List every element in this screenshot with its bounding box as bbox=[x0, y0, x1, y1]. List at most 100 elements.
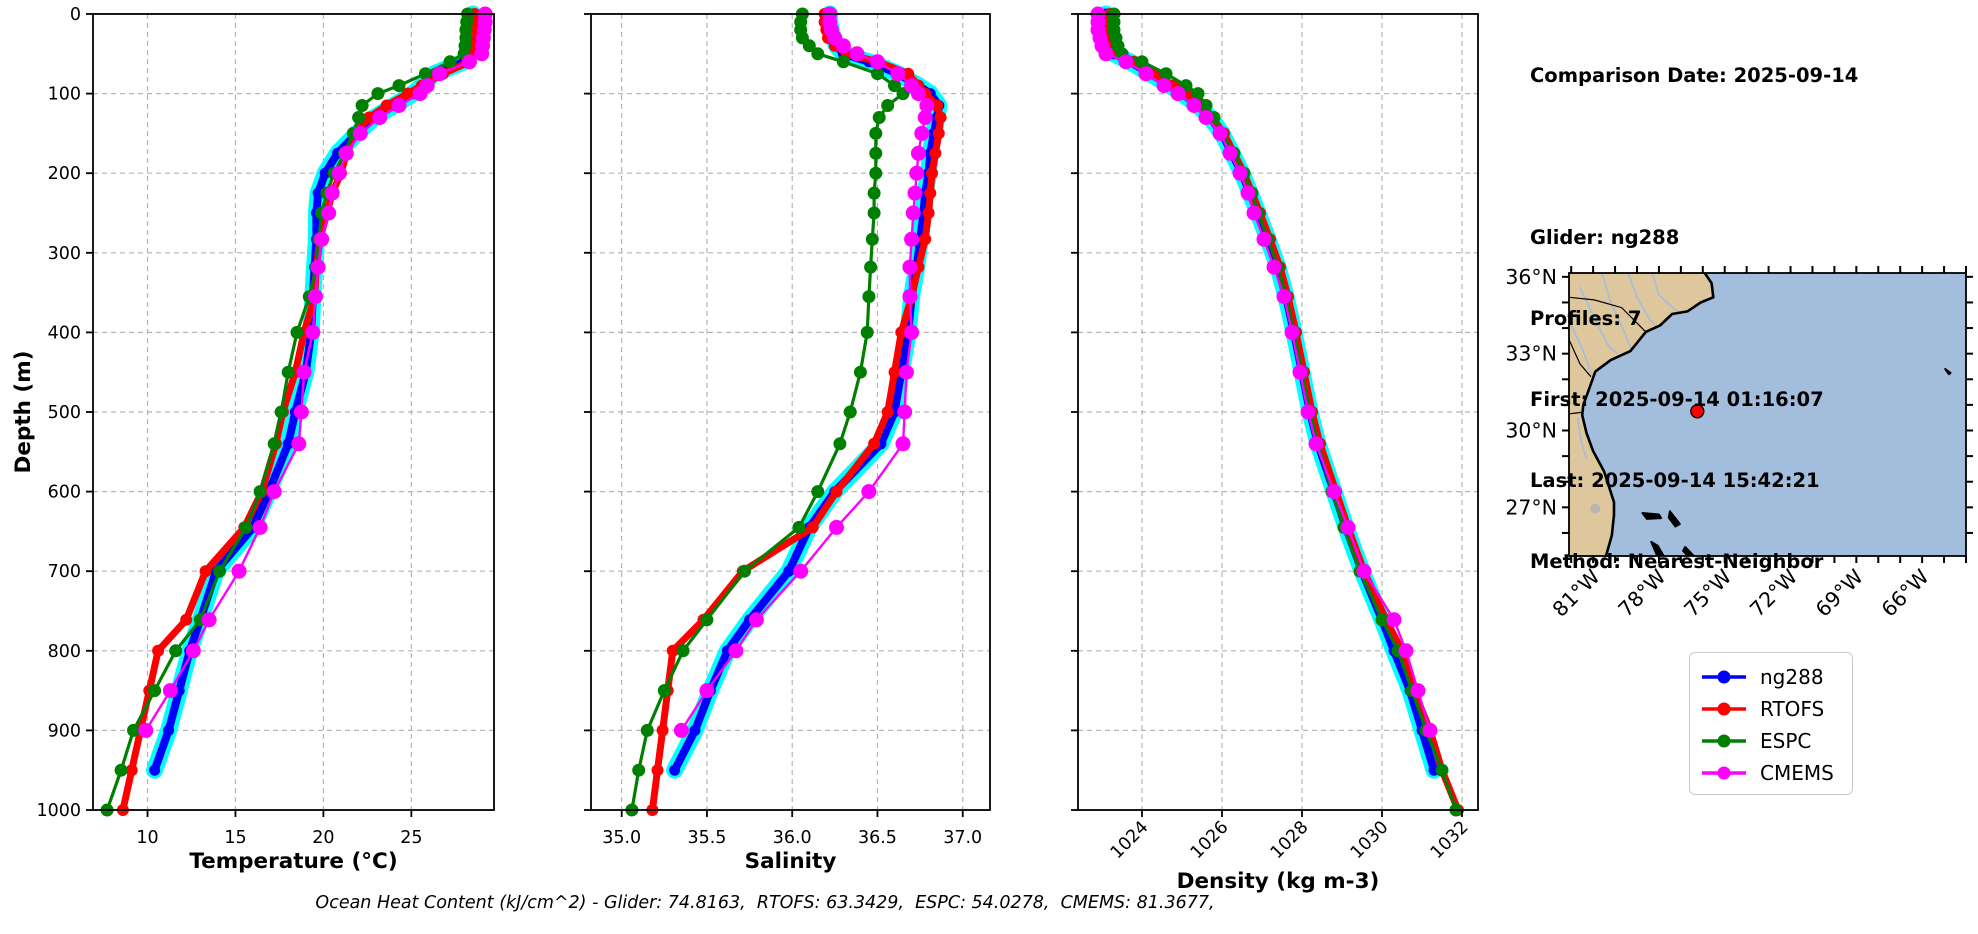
series-rtofs-marker bbox=[125, 764, 138, 777]
x-tick-label: 36.5 bbox=[858, 828, 897, 848]
series-espc-marker bbox=[881, 99, 895, 112]
river-line bbox=[1569, 320, 1593, 376]
x-tick-label: 35.0 bbox=[602, 828, 641, 848]
series-espc-marker bbox=[860, 325, 874, 339]
series-cmems-marker bbox=[902, 259, 918, 275]
series-rtofs-marker bbox=[919, 233, 932, 246]
ocean-heat-content-text: Ocean Heat Content (kJ/cm^2) - Glider: 7… bbox=[315, 893, 1215, 913]
series-espc-marker bbox=[1435, 763, 1449, 777]
series-cmems-marker bbox=[1240, 185, 1256, 201]
y-tick-label: 900 bbox=[48, 721, 81, 741]
series-cmems-marker bbox=[314, 231, 330, 247]
coastline bbox=[1580, 273, 1715, 556]
series-espc-marker bbox=[1191, 87, 1205, 101]
series-espc-marker bbox=[1159, 67, 1173, 81]
series-ng288-envelope bbox=[1097, 5, 1443, 779]
glider-name: Glider: ng288 bbox=[1530, 226, 1680, 249]
series-espc-marker bbox=[792, 520, 806, 534]
density-profile: 1024 1026 1028 1030 1032 Density (kg m-3) bbox=[1071, 5, 1479, 894]
series-cmems-marker bbox=[1138, 66, 1154, 82]
series-espc-marker bbox=[290, 325, 304, 339]
series-cmems-marker bbox=[917, 110, 933, 125]
legend-label: CMEMS bbox=[1760, 761, 1834, 785]
series-cmems-marker bbox=[898, 364, 914, 380]
series-espc-marker bbox=[418, 67, 432, 81]
series-espc-marker bbox=[865, 232, 879, 246]
series-cmems-marker bbox=[1266, 259, 1282, 275]
island-shape bbox=[1641, 512, 1663, 520]
series-cmems-marker bbox=[201, 612, 217, 628]
salinity-profile: 35.0 35.5 36.0 36.5 37.0 Salinity bbox=[584, 5, 991, 874]
series-rtofs-marker bbox=[651, 764, 664, 777]
series-cmems-marker bbox=[793, 563, 809, 579]
series-espc-marker bbox=[833, 437, 847, 451]
espc-line-swatch-icon bbox=[1702, 734, 1746, 748]
series-cmems-marker bbox=[904, 324, 920, 340]
series-espc-marker bbox=[213, 564, 227, 578]
last-profile-time: Last: 2025-09-14 15:42:21 bbox=[1530, 469, 1820, 492]
map-lat-tick-label: 27°N bbox=[1505, 495, 1557, 519]
series-cmems-marker bbox=[914, 125, 930, 141]
depth-ylabel: Depth (m) bbox=[11, 351, 36, 474]
series-cmems-marker bbox=[324, 185, 340, 201]
x-tick-label: 10 bbox=[136, 828, 158, 848]
series-cmems-marker bbox=[474, 46, 490, 62]
series-cmems-marker bbox=[1098, 46, 1114, 62]
river-line bbox=[1651, 273, 1680, 314]
series-rtofs-marker bbox=[656, 724, 669, 737]
series-cmems-marker bbox=[1198, 110, 1214, 125]
series-espc-marker bbox=[274, 405, 288, 419]
series-espc-marker bbox=[867, 206, 881, 220]
series-cmems-marker bbox=[1284, 324, 1300, 340]
series-ng288-marker bbox=[689, 724, 701, 736]
legend-label: RTOFS bbox=[1760, 697, 1825, 721]
y-tick-label: 400 bbox=[48, 323, 81, 343]
legend-item-espc: ESPC bbox=[1700, 725, 1852, 757]
profiles-count: Profiles: 7 bbox=[1530, 307, 1642, 330]
y-tick-label: 100 bbox=[48, 85, 81, 105]
series-rtofs-marker bbox=[868, 437, 881, 450]
series-cmems-marker bbox=[910, 145, 926, 161]
series-cmems-marker bbox=[897, 404, 913, 420]
series-cmems-marker bbox=[748, 612, 764, 628]
series-rtofs-marker bbox=[180, 613, 193, 626]
series-cmems-marker bbox=[1422, 722, 1438, 738]
series-espc-marker bbox=[1375, 613, 1389, 627]
ng288-line-swatch-icon bbox=[1702, 670, 1746, 684]
series-cmems-marker bbox=[910, 86, 926, 102]
series-espc-marker bbox=[843, 405, 857, 419]
series-rtofs-marker bbox=[922, 207, 935, 219]
map-lat-tick-label: 33°N bbox=[1505, 342, 1557, 366]
series-cmems-marker bbox=[1410, 683, 1426, 699]
series-cmems-marker bbox=[412, 86, 428, 102]
series-rtofs-marker bbox=[830, 485, 843, 498]
series-espc-marker bbox=[371, 87, 385, 101]
river-line bbox=[1627, 273, 1660, 329]
series-cmems-marker bbox=[1276, 289, 1292, 305]
x-tick-label: 36.0 bbox=[773, 828, 812, 848]
series-cmems-marker bbox=[902, 289, 918, 305]
series-rtofs-marker bbox=[380, 99, 393, 112]
legend-item-rtofs: RTOFS bbox=[1700, 693, 1852, 725]
series-espc-marker bbox=[700, 613, 714, 627]
series-espc-marker bbox=[864, 260, 878, 274]
series-cmems-marker bbox=[895, 436, 911, 452]
series-cmems-marker bbox=[308, 289, 323, 305]
series-cmems-marker bbox=[905, 205, 921, 221]
series-espc-marker bbox=[640, 723, 654, 737]
series-espc-marker bbox=[127, 723, 140, 737]
series-cmems-marker bbox=[252, 519, 268, 535]
series-espc-marker bbox=[871, 67, 884, 81]
first-profile-time: First: 2025-09-14 01:16:07 bbox=[1530, 388, 1824, 411]
series-cmems-marker bbox=[296, 364, 312, 380]
density-profile-xlabel: Density (kg m-3) bbox=[1177, 869, 1380, 894]
series-ng288-marker bbox=[783, 565, 795, 577]
series-cmems-marker bbox=[1186, 98, 1202, 113]
series-espc-marker bbox=[811, 47, 825, 61]
series-cmems-marker bbox=[835, 38, 851, 54]
series-espc-marker bbox=[355, 99, 369, 112]
series-rtofs-marker bbox=[929, 147, 942, 160]
state-border-line bbox=[1569, 411, 1584, 415]
series-rtofs-marker bbox=[926, 167, 938, 180]
series-cmems-marker bbox=[331, 165, 347, 181]
